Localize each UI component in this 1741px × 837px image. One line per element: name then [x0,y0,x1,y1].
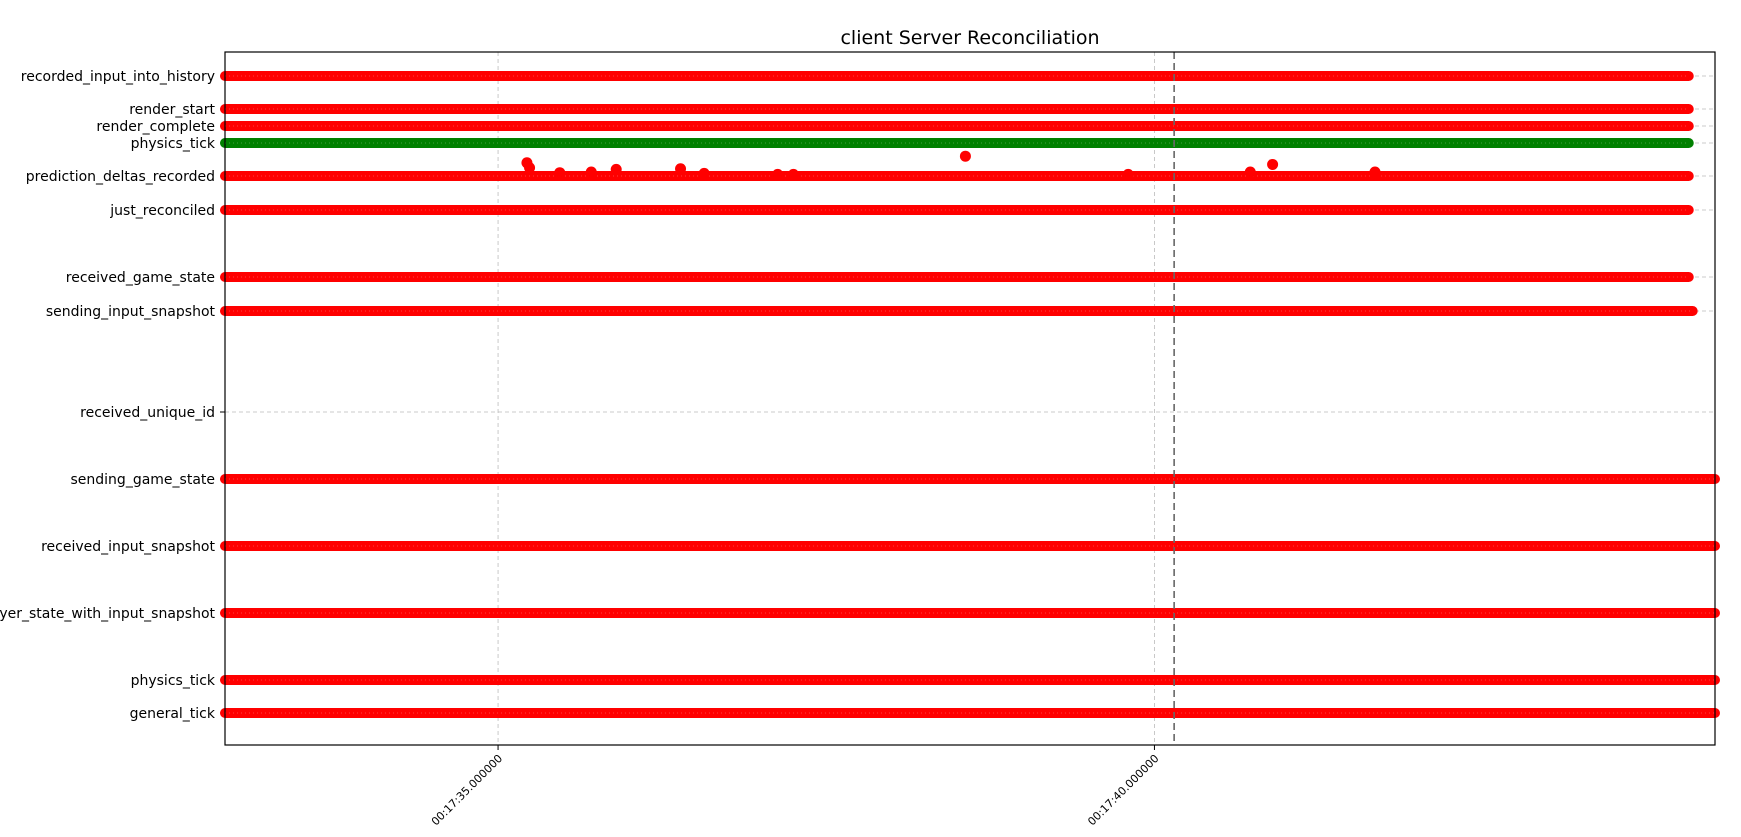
y-tick-label: physics_tick [131,673,216,689]
outlier-point [554,167,566,179]
y-tick-label: recorded_input_into_history [21,69,215,85]
outlier-point [1244,166,1256,178]
series-layer [220,71,1720,718]
outlier-point [698,167,710,179]
outlier-point [787,168,799,180]
outlier-layer [521,150,1381,180]
outlier-point [524,162,536,174]
outlier-point [610,163,622,175]
chart-title: client Server Reconciliation [840,27,1099,49]
y-tick-label: general_tick [130,706,216,722]
y-tick-label: received_unique_id [80,405,215,421]
y-tick-label: prediction_deltas_recorded [26,169,215,185]
y-tick-label: sending_game_state [71,472,216,488]
y-tick-label: just_reconciled [109,203,215,219]
y-tick-label: sending_input_snapshot [46,304,216,320]
y-tick-label: render_complete [96,119,215,135]
y-axis-labels: recorded_input_into_historyrender_startr… [0,69,216,722]
outlier-point [959,150,971,162]
y-tick-label: physics_tick [131,136,216,152]
y-tick-label: received_game_state [66,270,215,286]
outlier-point [1122,168,1134,180]
y-tick-label: yer_state_with_input_snapshot [0,606,216,622]
outlier-point [1267,158,1279,170]
outlier-point [1369,166,1381,178]
y-tick-label: received_input_snapshot [41,539,215,555]
y-tick-label: render_start [129,102,215,118]
outlier-point [675,163,687,175]
outlier-point [585,166,597,178]
plot-area-frame [224,51,1716,746]
outlier-point [772,168,784,180]
